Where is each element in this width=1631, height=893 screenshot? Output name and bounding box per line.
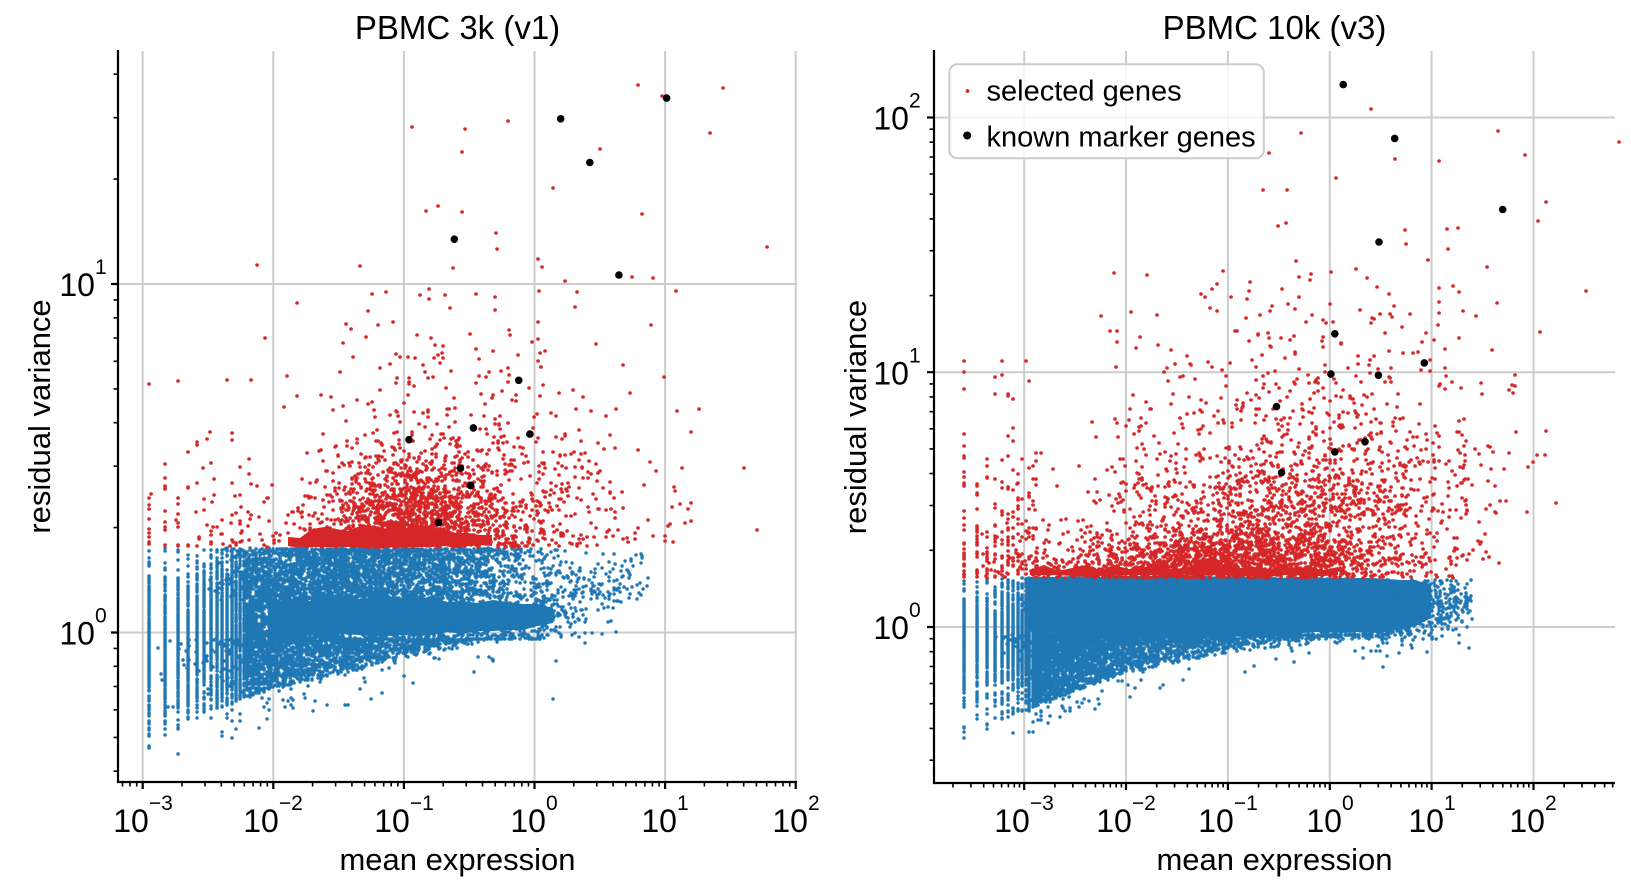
- svg-text:residual variance: residual variance: [838, 300, 873, 534]
- svg-text:PBMC 10k (v3): PBMC 10k (v3): [1163, 9, 1387, 46]
- svg-text:selected genes: selected genes: [987, 76, 1182, 108]
- svg-text:mean expression: mean expression: [339, 842, 575, 877]
- svg-text:known marker genes: known marker genes: [987, 121, 1256, 153]
- svg-text:residual variance: residual variance: [22, 299, 57, 533]
- svg-text:mean expression: mean expression: [1156, 842, 1392, 877]
- svg-text:PBMC 3k (v1): PBMC 3k (v1): [355, 9, 560, 46]
